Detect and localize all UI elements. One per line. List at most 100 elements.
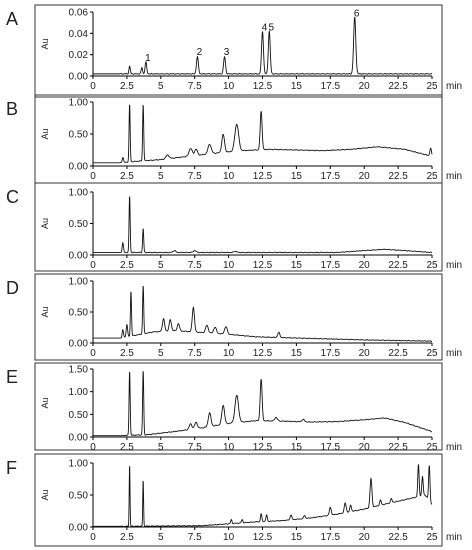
x-tick-label: 7.5 — [188, 442, 202, 453]
x-tick-label: 0 — [90, 171, 96, 182]
x-tick-label: 0 — [90, 81, 96, 92]
y-tick-label: 1.00 — [69, 387, 89, 398]
y-tick-label: 0.04 — [69, 29, 89, 40]
x-tick-label: 10 — [223, 81, 235, 92]
y-tick-label: 0.06 — [69, 8, 89, 19]
y-tick-label: 0.00 — [69, 433, 89, 444]
x-tick-label: 5 — [158, 348, 164, 359]
y-axis-label: Au — [40, 397, 50, 408]
y-axis-label: Au — [40, 218, 50, 229]
x-tick-label: 15 — [291, 348, 303, 359]
x-tick-label: 7.5 — [188, 348, 202, 359]
panel-frame — [34, 4, 443, 98]
y-axis-label: Au — [40, 38, 50, 49]
chromatogram-trace — [120, 370, 433, 437]
x-tick-label: 15 — [291, 171, 303, 182]
y-tick-label: 1.50 — [69, 365, 89, 376]
y-tick-label: 1.00 — [69, 459, 89, 470]
x-unit-label: min — [446, 260, 462, 271]
x-tick-label: 20 — [359, 171, 371, 182]
x-tick-label: 22.5 — [388, 348, 408, 359]
x-tick-label: 2.5 — [120, 81, 134, 92]
x-tick-label: 22.5 — [388, 81, 408, 92]
panel-label: B — [6, 99, 18, 119]
x-tick-label: 0 — [90, 260, 96, 271]
y-tick-label: 1.00 — [69, 188, 89, 199]
y-tick-label: 1.00 — [69, 98, 89, 109]
panel-f: F 0.00 0.50 1.00 Au 0 2.5 5 7.5 10 12.5 15 17.5 20 22.… — [6, 453, 462, 547]
panel-c: C 0.00 0.50 1.00 Au 0 2.5 5 7.5 10 12.5 15 17.5 20 22.… — [6, 182, 462, 272]
x-tick-label: 10 — [223, 442, 235, 453]
panel-label: D — [6, 278, 19, 298]
y-tick-label: 0.02 — [69, 50, 89, 61]
x-tick-label: 22.5 — [388, 260, 408, 271]
y-tick-label: 0.50 — [69, 410, 89, 421]
x-tick-label: 2.5 — [120, 442, 134, 453]
x-tick-label: 17.5 — [321, 442, 341, 453]
panel-e: E 0.00 0.50 1.00 1.50 Au 0 2.5 5 7.5 10 12.5 15 17.5 2… — [6, 362, 462, 453]
x-tick-label: 2.5 — [120, 260, 134, 271]
x-tick-label: 25 — [426, 260, 438, 271]
x-tick-label: 25 — [426, 171, 438, 182]
x-tick-label: 5 — [158, 442, 164, 453]
y-tick-label: 0.50 — [69, 219, 89, 230]
y-tick-label: 0.50 — [69, 491, 89, 502]
x-tick-label: 15 — [291, 532, 303, 543]
x-tick-label: 17.5 — [321, 348, 341, 359]
y-axis-label: Au — [40, 128, 50, 139]
x-tick-label: 10 — [223, 532, 235, 543]
x-tick-label: 7.5 — [188, 81, 202, 92]
y-tick-label: 1.00 — [69, 277, 89, 288]
x-tick-label: 10 — [223, 260, 235, 271]
peak-number-label: 2 — [197, 47, 203, 58]
x-tick-label: 22.5 — [388, 171, 408, 182]
x-tick-label: 12.5 — [253, 260, 273, 271]
x-tick-label: 12.5 — [253, 171, 273, 182]
y-axis-label: Au — [40, 306, 50, 317]
x-unit-label: min — [446, 532, 462, 543]
panel-label: C — [6, 187, 19, 207]
x-unit-label: min — [446, 442, 462, 453]
x-tick-label: 15 — [291, 442, 303, 453]
x-unit-label: min — [446, 81, 462, 92]
x-tick-label: 20 — [359, 260, 371, 271]
x-unit-label: min — [446, 171, 462, 182]
x-tick-label: 20 — [359, 532, 371, 543]
x-tick-label: 5 — [158, 171, 164, 182]
peak-number-label: 3 — [224, 47, 230, 58]
x-tick-label: 2.5 — [120, 532, 134, 543]
x-tick-label: 20 — [359, 348, 371, 359]
x-tick-label: 17.5 — [321, 532, 341, 543]
x-tick-label: 0 — [90, 442, 96, 453]
x-tick-label: 17.5 — [321, 81, 341, 92]
y-tick-label: 0.50 — [69, 308, 89, 319]
y-tick-label: 0.00 — [69, 251, 89, 262]
x-tick-label: 17.5 — [321, 260, 341, 271]
x-tick-label: 25 — [426, 442, 438, 453]
x-tick-label: 7.5 — [188, 260, 202, 271]
panel-b: B 0.00 0.50 1.00 Au 0 2.5 5 7.5 10 12.5 15 17.5 20 22.… — [6, 94, 462, 184]
y-tick-label: 0.00 — [69, 339, 89, 350]
x-tick-label: 20 — [359, 442, 371, 453]
x-tick-label: 0 — [90, 532, 96, 543]
panel-label: E — [6, 367, 18, 387]
x-tick-label: 12.5 — [253, 442, 273, 453]
x-tick-label: 5 — [158, 81, 164, 92]
panel-frame — [34, 362, 443, 451]
x-tick-label: 25 — [426, 532, 438, 543]
x-tick-label: 12.5 — [253, 532, 273, 543]
x-tick-label: 7.5 — [188, 171, 202, 182]
x-tick-label: 22.5 — [388, 442, 408, 453]
y-tick-label: 0.00 — [69, 523, 89, 534]
x-tick-label: 2.5 — [120, 348, 134, 359]
chromatogram-trace — [120, 196, 433, 254]
peak-number-label: 6 — [354, 8, 360, 19]
x-unit-label: min — [446, 348, 462, 359]
x-tick-label: 2.5 — [120, 171, 134, 182]
panel-frame — [34, 94, 443, 184]
peak-number-label: 1 — [145, 53, 151, 64]
x-tick-label: 10 — [223, 348, 235, 359]
x-tick-label: 15 — [291, 81, 303, 92]
x-tick-label: 10 — [223, 171, 235, 182]
